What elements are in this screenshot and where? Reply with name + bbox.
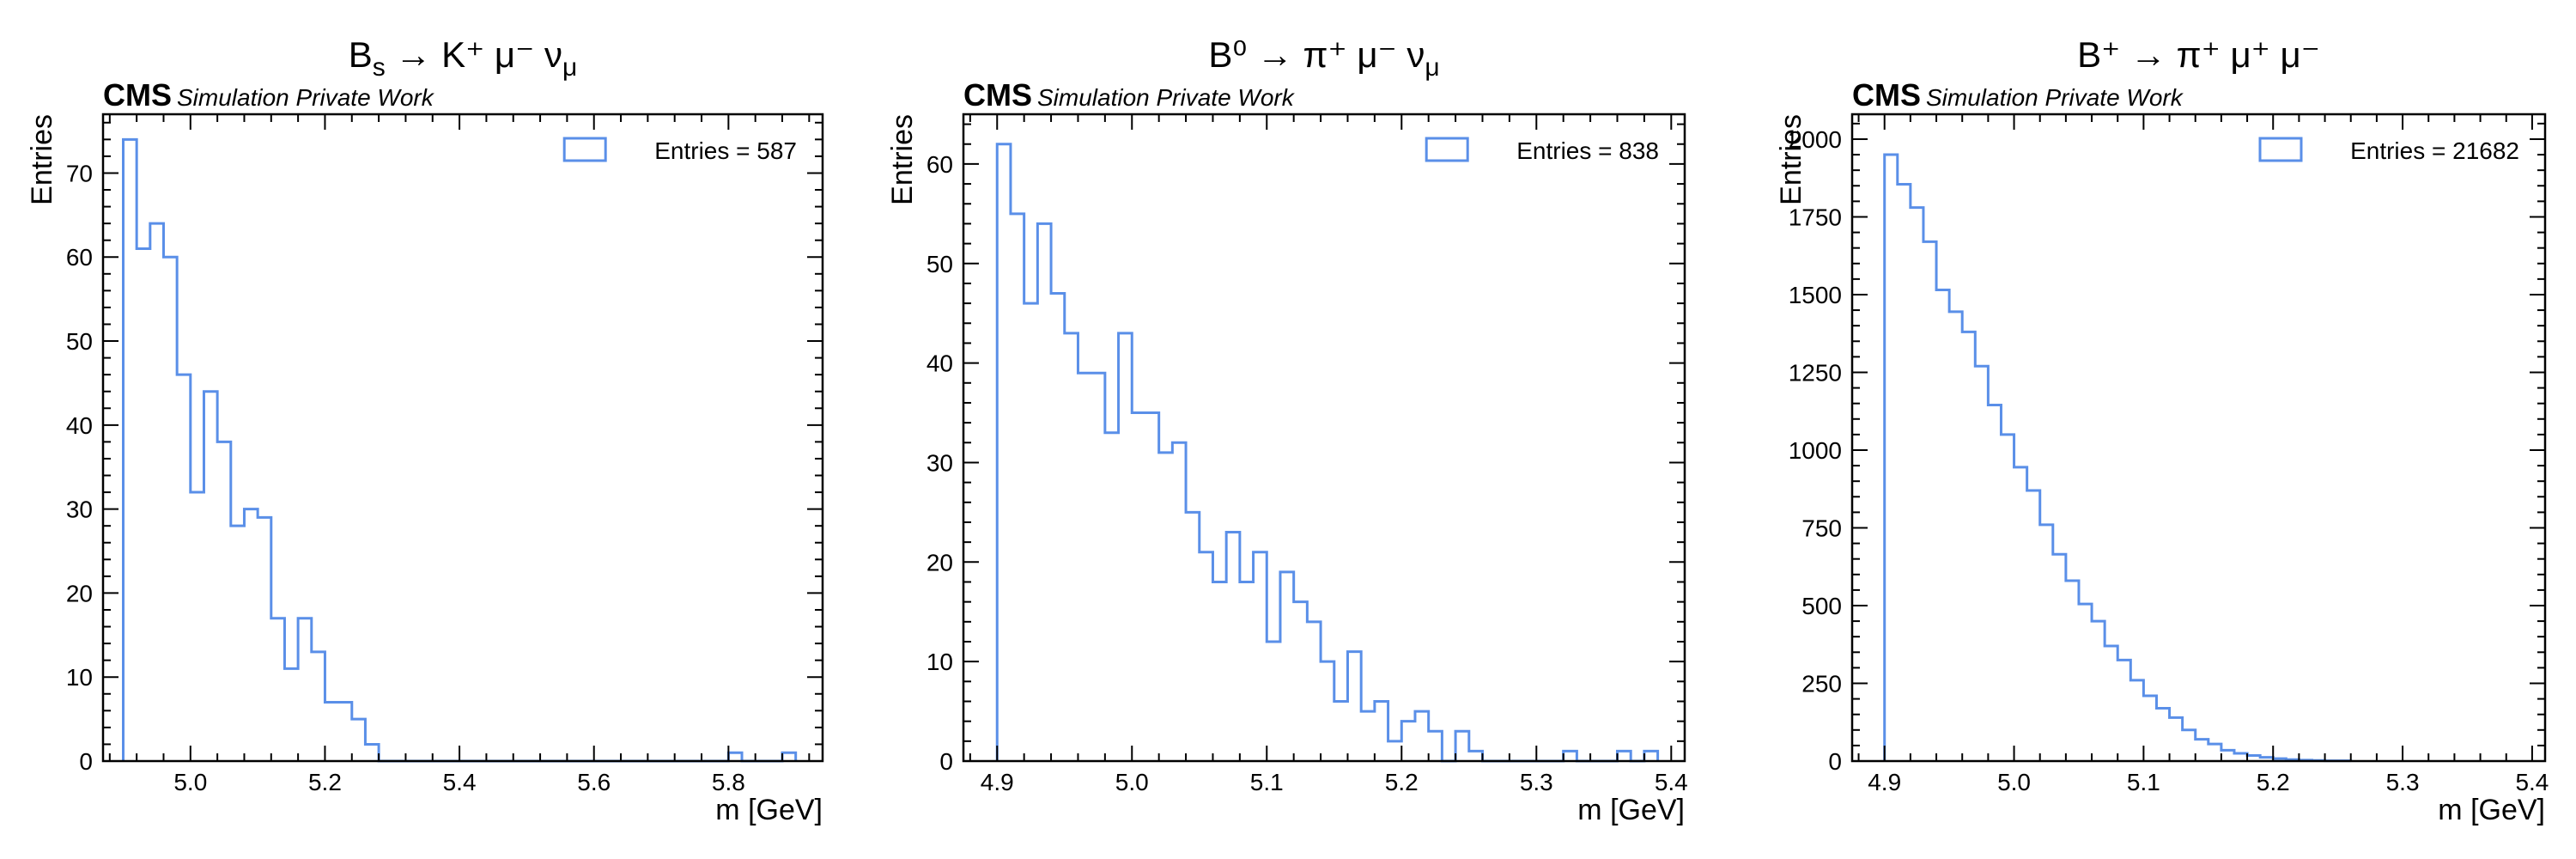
y-tick-label: 500 bbox=[1801, 593, 1842, 619]
y-tick-label: 40 bbox=[927, 350, 953, 377]
y-tick-label: 60 bbox=[66, 244, 93, 271]
x-tick-label: 5.3 bbox=[1520, 769, 1553, 795]
y-tick-label: 0 bbox=[1828, 748, 1842, 775]
legend-label: Entries = 21682 bbox=[2350, 137, 2519, 164]
legend-swatch bbox=[562, 137, 607, 162]
plot-frame bbox=[1850, 113, 2547, 763]
y-tick-label: 750 bbox=[1801, 515, 1842, 541]
x-tick-label: 4.9 bbox=[981, 769, 1014, 795]
y-tick-label: 0 bbox=[79, 748, 93, 775]
legend-swatch bbox=[1425, 137, 1469, 162]
chart-title: B⁰ → π⁺ μ⁻ νμ bbox=[1208, 34, 1439, 82]
x-tick-label: 5.2 bbox=[2257, 769, 2290, 795]
y-tick-label: 10 bbox=[927, 649, 953, 675]
x-tick-label: 5.8 bbox=[712, 769, 745, 795]
x-tick-label: 5.0 bbox=[173, 769, 207, 795]
y-tick-label: 2000 bbox=[1789, 126, 1842, 153]
plot-frame bbox=[962, 113, 1686, 763]
y-tick-label: 20 bbox=[927, 549, 953, 576]
legend-label: Entries = 587 bbox=[654, 137, 797, 164]
y-axis-label: Entries bbox=[886, 114, 919, 205]
histogram-series bbox=[995, 143, 1660, 763]
x-tick-label: 5.3 bbox=[2386, 769, 2420, 795]
experiment-label: CMS Simulation Private Work bbox=[963, 77, 1296, 113]
y-tick-label: 40 bbox=[66, 412, 93, 439]
y-tick-label: 70 bbox=[66, 160, 93, 186]
y-tick-label: 20 bbox=[66, 580, 93, 606]
y-tick-label: 0 bbox=[939, 748, 953, 775]
experiment-label: CMS Simulation Private Work bbox=[1852, 77, 2184, 113]
x-tick-label: 5.4 bbox=[2515, 769, 2549, 795]
x-axis-label: m [GeV] bbox=[715, 794, 823, 826]
y-tick-label: 1500 bbox=[1789, 282, 1842, 308]
x-tick-label: 4.9 bbox=[1868, 769, 1901, 795]
y-tick-label: 30 bbox=[927, 449, 953, 476]
x-tick-label: 5.1 bbox=[1250, 769, 1284, 795]
y-tick-label: 50 bbox=[66, 328, 93, 355]
y-tick-label: 1000 bbox=[1789, 437, 1842, 464]
y-tick-label: 50 bbox=[927, 251, 953, 277]
x-tick-label: 5.6 bbox=[577, 769, 611, 795]
legend-swatch bbox=[2258, 137, 2303, 162]
x-axis-label: m [GeV] bbox=[1577, 794, 1685, 826]
x-tick-label: 5.2 bbox=[1385, 769, 1419, 795]
x-tick-label: 5.0 bbox=[1115, 769, 1149, 795]
x-axis-label: m [GeV] bbox=[2438, 794, 2545, 826]
x-tick-label: 5.1 bbox=[2127, 769, 2160, 795]
x-tick-label: 5.2 bbox=[308, 769, 342, 795]
histogram-series bbox=[1883, 153, 2353, 763]
experiment-label: CMS Simulation Private Work bbox=[103, 77, 435, 113]
y-tick-label: 1250 bbox=[1789, 359, 1842, 386]
x-tick-label: 5.0 bbox=[1997, 769, 2031, 795]
y-tick-label: 10 bbox=[66, 664, 93, 691]
plot-frame bbox=[101, 113, 824, 763]
y-tick-label: 30 bbox=[66, 497, 93, 523]
y-tick-label: 250 bbox=[1801, 670, 1842, 697]
y-tick-label: 60 bbox=[927, 151, 953, 178]
y-axis-label: Entries bbox=[26, 114, 58, 205]
y-axis-label: Entries bbox=[1775, 114, 1807, 205]
histogram-series bbox=[122, 137, 798, 763]
chart-title: Bs → K⁺ μ⁻ νμ bbox=[349, 34, 578, 82]
chart-panel-3: B⁺ → π⁺ μ⁺ μ⁻CMS Simulation Private Work 0… bbox=[1775, 34, 2549, 826]
x-tick-label: 5.4 bbox=[443, 769, 477, 795]
chart-title: B⁺ → π⁺ μ⁺ μ⁻ bbox=[2077, 34, 2320, 75]
x-tick-label: 5.4 bbox=[1655, 769, 1688, 795]
legend-label: Entries = 838 bbox=[1516, 137, 1659, 164]
y-tick-label: 1750 bbox=[1789, 204, 1842, 230]
